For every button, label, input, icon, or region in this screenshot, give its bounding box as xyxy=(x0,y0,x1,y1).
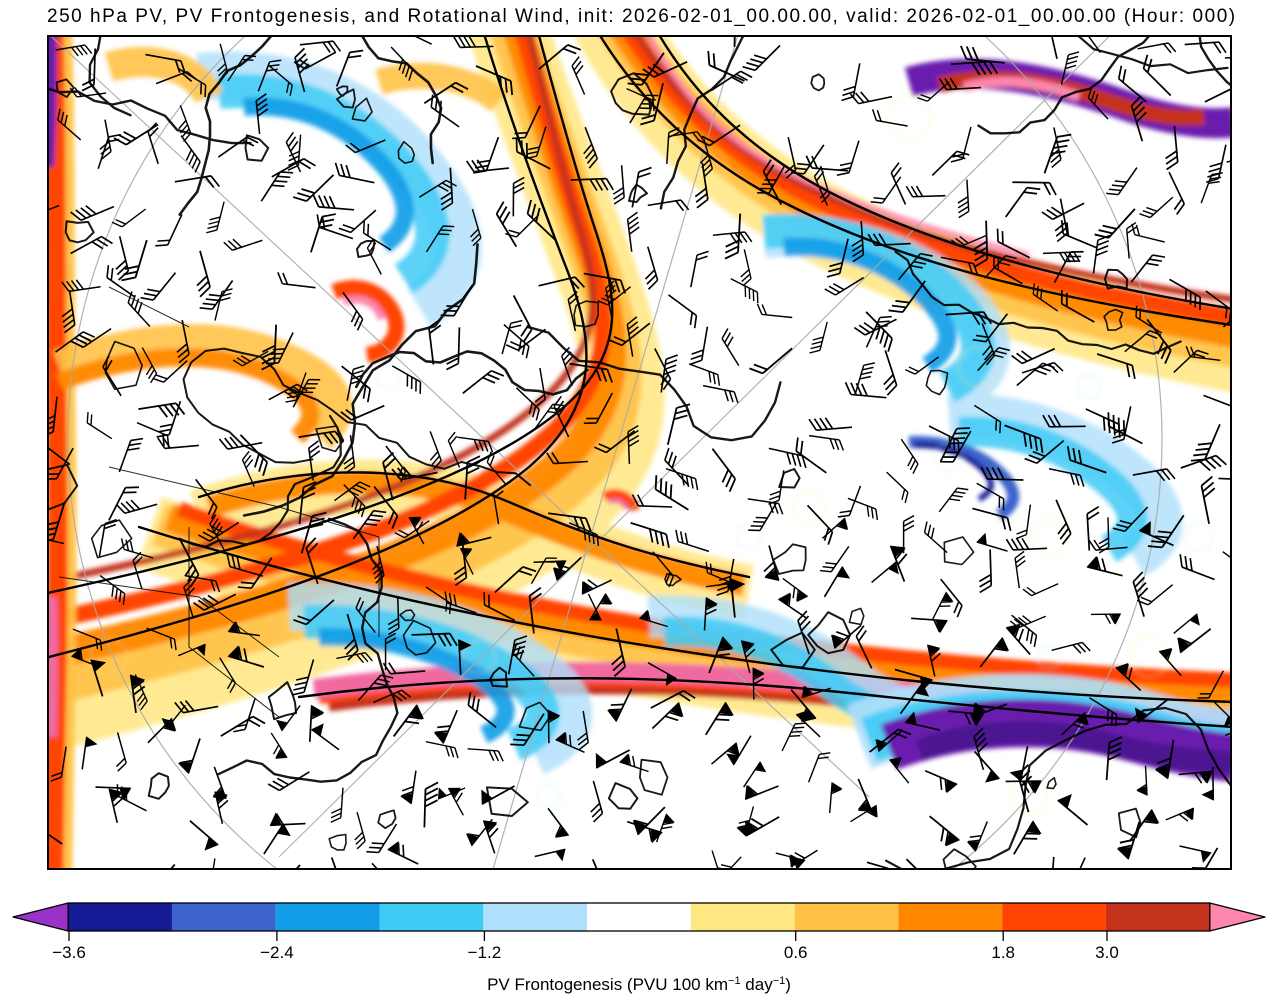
svg-text:PV Frontogenesis (PVU 100 km−1: PV Frontogenesis (PVU 100 km−1 day−1) xyxy=(487,975,791,994)
svg-text:3.0: 3.0 xyxy=(1095,943,1119,962)
svg-text:−3.6: −3.6 xyxy=(52,943,86,962)
svg-text:1.8: 1.8 xyxy=(991,943,1015,962)
svg-text:−2.4: −2.4 xyxy=(260,943,294,962)
svg-text:0.6: 0.6 xyxy=(784,943,808,962)
svg-text:−1.2: −1.2 xyxy=(468,943,502,962)
